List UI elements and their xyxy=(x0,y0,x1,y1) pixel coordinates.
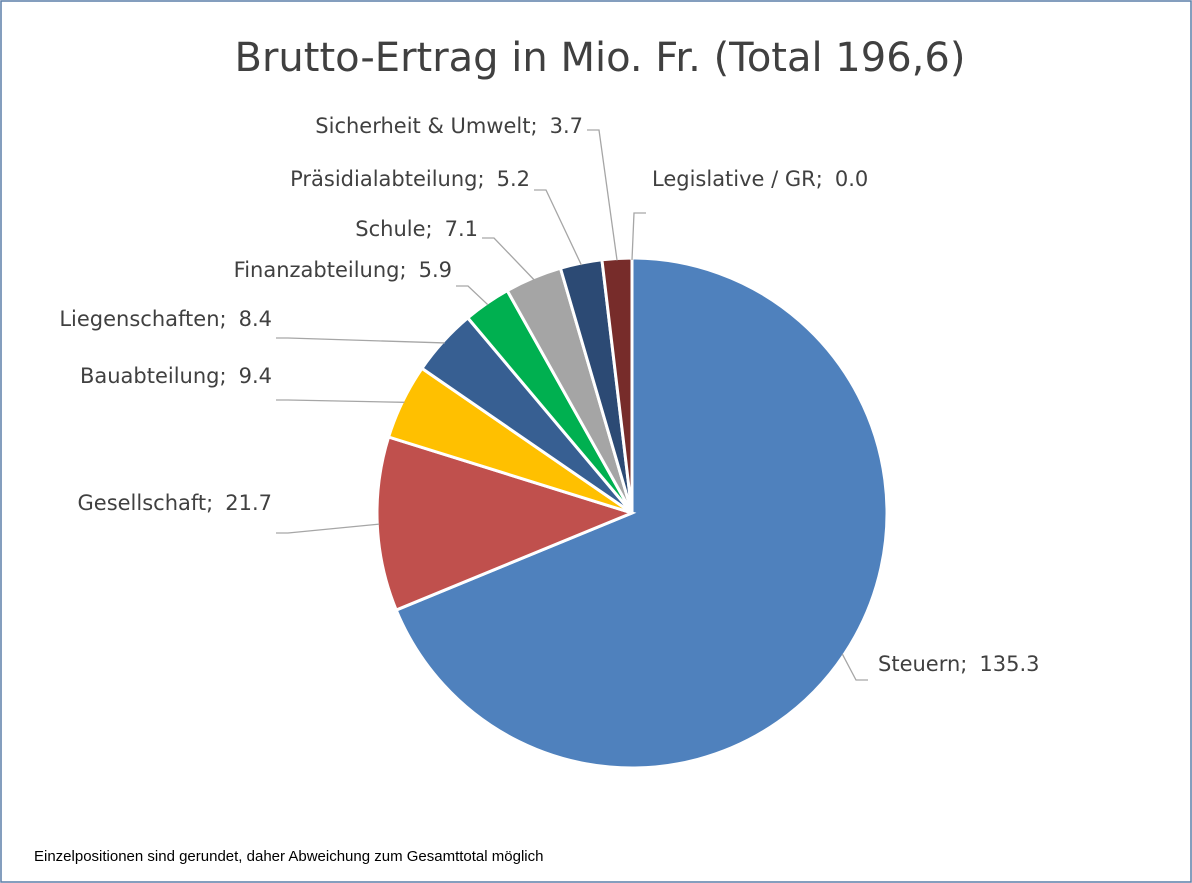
data-label: Schule; 7.1 xyxy=(355,217,478,241)
leader-line xyxy=(631,212,646,261)
data-label: Finanzabteilung; 5.9 xyxy=(234,258,452,282)
leader-line xyxy=(276,337,445,344)
label-value: 5.9 xyxy=(419,258,452,282)
leader-line xyxy=(482,237,535,281)
data-label: Präsidialabteilung; 5.2 xyxy=(290,167,530,191)
label-name: Schule xyxy=(355,217,425,241)
data-label: Legislative / GR; 0.0 xyxy=(652,167,868,191)
data-label: Gesellschaft; 21.7 xyxy=(78,491,273,515)
label-value: 135.3 xyxy=(979,652,1039,676)
leader-line xyxy=(841,653,868,681)
label-separator: ; xyxy=(220,364,227,388)
label-separator: ; xyxy=(816,167,823,191)
leader-line xyxy=(276,523,380,534)
label-value: 21.7 xyxy=(225,491,272,515)
leader-line xyxy=(534,189,583,266)
label-separator: ; xyxy=(478,167,485,191)
leader-line xyxy=(456,285,489,306)
label-value: 7.1 xyxy=(445,217,478,241)
label-name: Steuern xyxy=(878,652,960,676)
data-label: Bauabteilung; 9.4 xyxy=(80,364,272,388)
label-separator: ; xyxy=(206,491,213,515)
leader-line xyxy=(276,399,405,403)
data-label: Steuern; 135.3 xyxy=(878,652,1040,676)
label-separator: ; xyxy=(531,114,538,138)
label-name: Bauabteilung xyxy=(80,364,220,388)
label-name: Liegenschaften xyxy=(59,307,219,331)
data-label: Sicherheit & Umwelt; 3.7 xyxy=(315,114,583,138)
chart-title: Brutto-Ertrag in Mio. Fr. (Total 196,6) xyxy=(235,35,966,81)
label-separator: ; xyxy=(220,307,227,331)
label-value: 5.2 xyxy=(497,167,530,191)
label-name: Sicherheit & Umwelt xyxy=(315,114,530,138)
label-name: Präsidialabteilung xyxy=(290,167,477,191)
pie-slice xyxy=(394,256,889,770)
label-name: Legislative / GR xyxy=(652,167,816,191)
label-separator: ; xyxy=(426,217,433,241)
label-separator: ; xyxy=(960,652,967,676)
label-separator: ; xyxy=(400,258,407,282)
label-value: 3.7 xyxy=(550,114,583,138)
label-value: 9.4 xyxy=(239,364,272,388)
label-name: Finanzabteilung xyxy=(234,258,400,282)
label-name: Gesellschaft xyxy=(78,491,207,515)
label-value: 8.4 xyxy=(239,307,272,331)
footnote: Einzelpositionen sind gerundet, daher Ab… xyxy=(34,848,543,865)
label-value: 0.0 xyxy=(835,167,868,191)
leader-line xyxy=(587,129,618,261)
data-label: Liegenschaften; 8.4 xyxy=(59,307,272,331)
